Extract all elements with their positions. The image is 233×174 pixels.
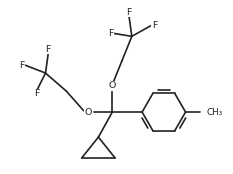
Text: F: F	[19, 61, 24, 70]
Text: CH₃: CH₃	[206, 108, 222, 117]
Text: O: O	[85, 108, 92, 117]
Text: F: F	[126, 8, 132, 17]
Text: F: F	[46, 45, 51, 54]
Text: F: F	[152, 21, 157, 30]
Text: O: O	[109, 81, 116, 90]
Text: F: F	[108, 29, 113, 38]
Text: F: F	[34, 89, 40, 98]
